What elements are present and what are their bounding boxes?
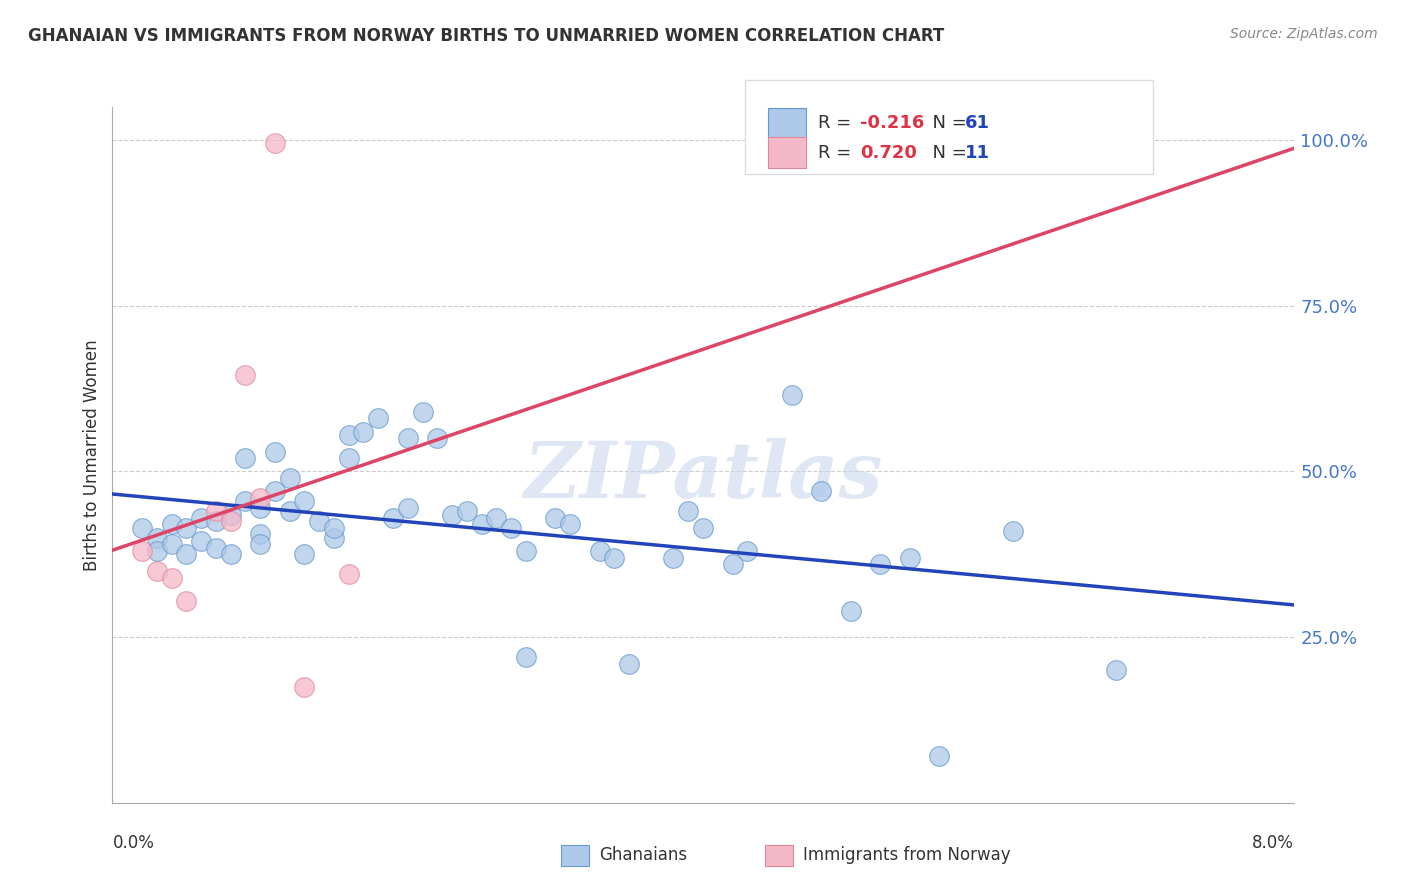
- Point: [174, 521, 197, 535]
- Point: [1105, 663, 1128, 677]
- Text: 61: 61: [965, 114, 990, 132]
- Point: [721, 558, 744, 572]
- Point: [515, 544, 537, 558]
- Point: [160, 517, 183, 532]
- Text: 11: 11: [965, 144, 990, 161]
- Point: [337, 451, 360, 466]
- Point: [249, 491, 271, 505]
- Point: [174, 547, 197, 561]
- Text: Source: ZipAtlas.com: Source: ZipAtlas.com: [1230, 27, 1378, 41]
- Point: [264, 484, 287, 499]
- Point: [160, 570, 183, 584]
- Point: [278, 504, 301, 518]
- Point: [292, 494, 315, 508]
- Point: [382, 511, 405, 525]
- Point: [839, 604, 862, 618]
- Point: [396, 500, 419, 515]
- Point: [485, 511, 508, 525]
- Point: [352, 425, 374, 439]
- Point: [190, 534, 212, 549]
- Point: [412, 405, 434, 419]
- Text: R =: R =: [818, 114, 858, 132]
- Point: [441, 508, 464, 522]
- Point: [323, 531, 346, 545]
- Point: [323, 521, 346, 535]
- Point: [264, 136, 287, 151]
- Text: Immigrants from Norway: Immigrants from Norway: [803, 847, 1011, 864]
- Point: [396, 431, 419, 445]
- Point: [219, 514, 242, 528]
- Point: [471, 517, 494, 532]
- Point: [501, 521, 523, 535]
- Point: [337, 428, 360, 442]
- Point: [810, 484, 832, 499]
- Text: Ghanaians: Ghanaians: [599, 847, 688, 864]
- Text: 0.720: 0.720: [860, 144, 917, 161]
- Point: [588, 544, 610, 558]
- Point: [131, 521, 153, 535]
- Point: [869, 558, 891, 572]
- Point: [190, 511, 212, 525]
- Point: [367, 411, 389, 425]
- Text: R =: R =: [818, 144, 858, 161]
- Text: -0.216: -0.216: [860, 114, 925, 132]
- Point: [146, 531, 169, 545]
- Point: [205, 514, 228, 528]
- Point: [264, 444, 287, 458]
- Point: [515, 650, 537, 665]
- Point: [308, 514, 330, 528]
- Point: [219, 508, 242, 522]
- Point: [131, 544, 153, 558]
- Point: [146, 544, 169, 558]
- Point: [780, 388, 803, 402]
- Point: [233, 494, 256, 508]
- Point: [692, 521, 714, 535]
- Text: N =: N =: [921, 114, 973, 132]
- Point: [560, 517, 582, 532]
- Point: [278, 471, 301, 485]
- Point: [292, 547, 315, 561]
- Point: [928, 749, 950, 764]
- Point: [205, 541, 228, 555]
- Y-axis label: Births to Unmarried Women: Births to Unmarried Women: [83, 339, 101, 571]
- Point: [662, 550, 685, 565]
- Point: [1001, 524, 1024, 538]
- Point: [249, 527, 271, 541]
- Point: [174, 593, 197, 607]
- Point: [292, 680, 315, 694]
- Point: [233, 451, 256, 466]
- Text: ZIPatlas: ZIPatlas: [523, 438, 883, 514]
- Text: GHANAIAN VS IMMIGRANTS FROM NORWAY BIRTHS TO UNMARRIED WOMEN CORRELATION CHART: GHANAIAN VS IMMIGRANTS FROM NORWAY BIRTH…: [28, 27, 945, 45]
- Point: [233, 368, 256, 383]
- Point: [898, 550, 921, 565]
- Point: [160, 537, 183, 551]
- Point: [678, 504, 700, 518]
- Point: [249, 537, 271, 551]
- Point: [456, 504, 478, 518]
- Point: [219, 547, 242, 561]
- Text: 8.0%: 8.0%: [1251, 834, 1294, 852]
- Point: [603, 550, 626, 565]
- Point: [544, 511, 567, 525]
- Point: [249, 500, 271, 515]
- Point: [205, 504, 228, 518]
- Text: N =: N =: [921, 144, 973, 161]
- Point: [146, 564, 169, 578]
- Point: [337, 567, 360, 582]
- Point: [619, 657, 641, 671]
- Point: [737, 544, 759, 558]
- Point: [426, 431, 449, 445]
- Text: 0.0%: 0.0%: [112, 834, 155, 852]
